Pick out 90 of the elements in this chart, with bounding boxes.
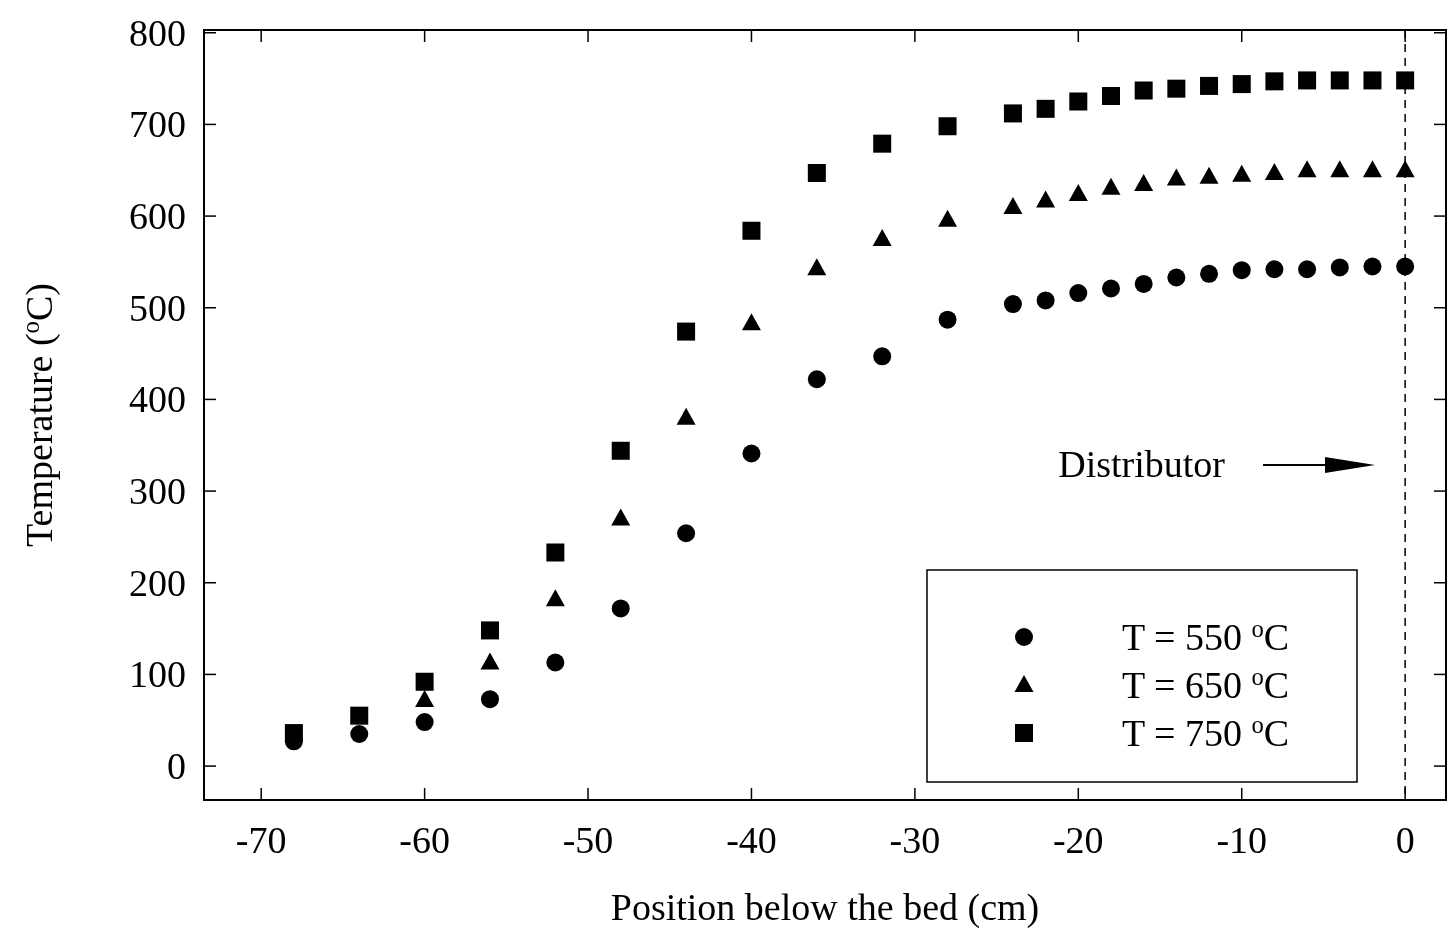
- point: [1134, 274, 1153, 293]
- point: [872, 229, 892, 246]
- point: [546, 543, 565, 562]
- point: [1297, 160, 1317, 178]
- point: [1298, 260, 1317, 279]
- y-tick-label: 600: [129, 195, 186, 238]
- point: [415, 713, 434, 732]
- point: [350, 725, 369, 743]
- x-tick-label: -30: [889, 819, 941, 861]
- point: [1200, 76, 1219, 95]
- point: [1200, 264, 1219, 283]
- point: [1036, 291, 1055, 310]
- point: [938, 310, 957, 329]
- point: [415, 690, 435, 708]
- point: [1199, 166, 1219, 184]
- point: [938, 209, 958, 227]
- point: [1167, 79, 1186, 98]
- point: [1232, 75, 1251, 94]
- point: [1003, 104, 1022, 123]
- point: [1232, 164, 1252, 182]
- y-tick-label: 800: [129, 11, 186, 54]
- point: [611, 441, 630, 460]
- point: [1395, 160, 1415, 178]
- point: [1232, 261, 1251, 280]
- point: [873, 347, 892, 366]
- point: [350, 706, 369, 725]
- x-tick-label: -10: [1216, 819, 1268, 861]
- point: [1396, 71, 1415, 90]
- point: [1003, 295, 1022, 314]
- point: [1036, 190, 1056, 208]
- point: [1298, 71, 1317, 90]
- x-tick-label: -40: [726, 819, 777, 861]
- point: [1101, 177, 1121, 195]
- x-tick-label: -60: [399, 819, 450, 861]
- point: [1330, 160, 1350, 178]
- y-tick-label: 400: [129, 378, 186, 421]
- annotation: Distributor: [1058, 443, 1226, 485]
- point: [677, 524, 696, 543]
- point: [611, 599, 630, 618]
- point: [546, 653, 565, 672]
- y-tick-label: 100: [129, 653, 186, 696]
- point: [480, 690, 499, 709]
- point: [676, 407, 696, 425]
- point: [1362, 160, 1382, 178]
- point: [807, 370, 826, 389]
- y-tick-label: 500: [129, 286, 186, 329]
- point: [1330, 258, 1349, 277]
- point: [1265, 260, 1284, 279]
- point: [1134, 174, 1154, 191]
- point: [480, 621, 499, 640]
- point: [807, 164, 826, 182]
- point: [742, 444, 761, 463]
- legend-label: T = 750 $^{o}$C: [1122, 710, 1290, 754]
- point: [1264, 163, 1284, 180]
- point: [480, 652, 500, 670]
- point: [1166, 168, 1186, 186]
- legend-label: T = 550 $^{o}$C: [1122, 614, 1290, 658]
- point: [1396, 257, 1415, 276]
- point: [415, 672, 434, 691]
- point: [1167, 268, 1186, 287]
- point: [1003, 196, 1023, 214]
- legend-label: T = 650 $^{o}$C: [1122, 662, 1290, 706]
- point: [1330, 71, 1349, 90]
- point: [1068, 184, 1088, 202]
- x-tick-label: -50: [562, 819, 614, 861]
- y-tick-label: 700: [129, 103, 186, 146]
- point: [1069, 284, 1088, 303]
- point: [545, 589, 565, 607]
- point: [1101, 279, 1120, 298]
- point: [1363, 257, 1382, 276]
- x-tick-label: -20: [1052, 819, 1104, 861]
- point: [1363, 71, 1382, 90]
- point: [742, 221, 761, 240]
- point: [807, 258, 827, 276]
- point: [677, 322, 696, 341]
- point: [1134, 81, 1153, 100]
- point: [741, 313, 761, 331]
- x-tick-label: 0: [1395, 819, 1415, 861]
- point: [938, 117, 957, 136]
- y-tick-label: 300: [129, 470, 186, 513]
- point: [873, 134, 892, 153]
- point: [611, 508, 631, 526]
- point: [1036, 99, 1055, 118]
- y-tick-label: 0: [167, 745, 186, 788]
- y-tick-label: 200: [129, 561, 186, 604]
- point: [1265, 72, 1284, 91]
- x-tick-label: -70: [235, 819, 287, 861]
- point: [1101, 87, 1120, 105]
- x-axis-title: Position below the bed (cm): [610, 886, 1040, 929]
- point: [1069, 92, 1088, 111]
